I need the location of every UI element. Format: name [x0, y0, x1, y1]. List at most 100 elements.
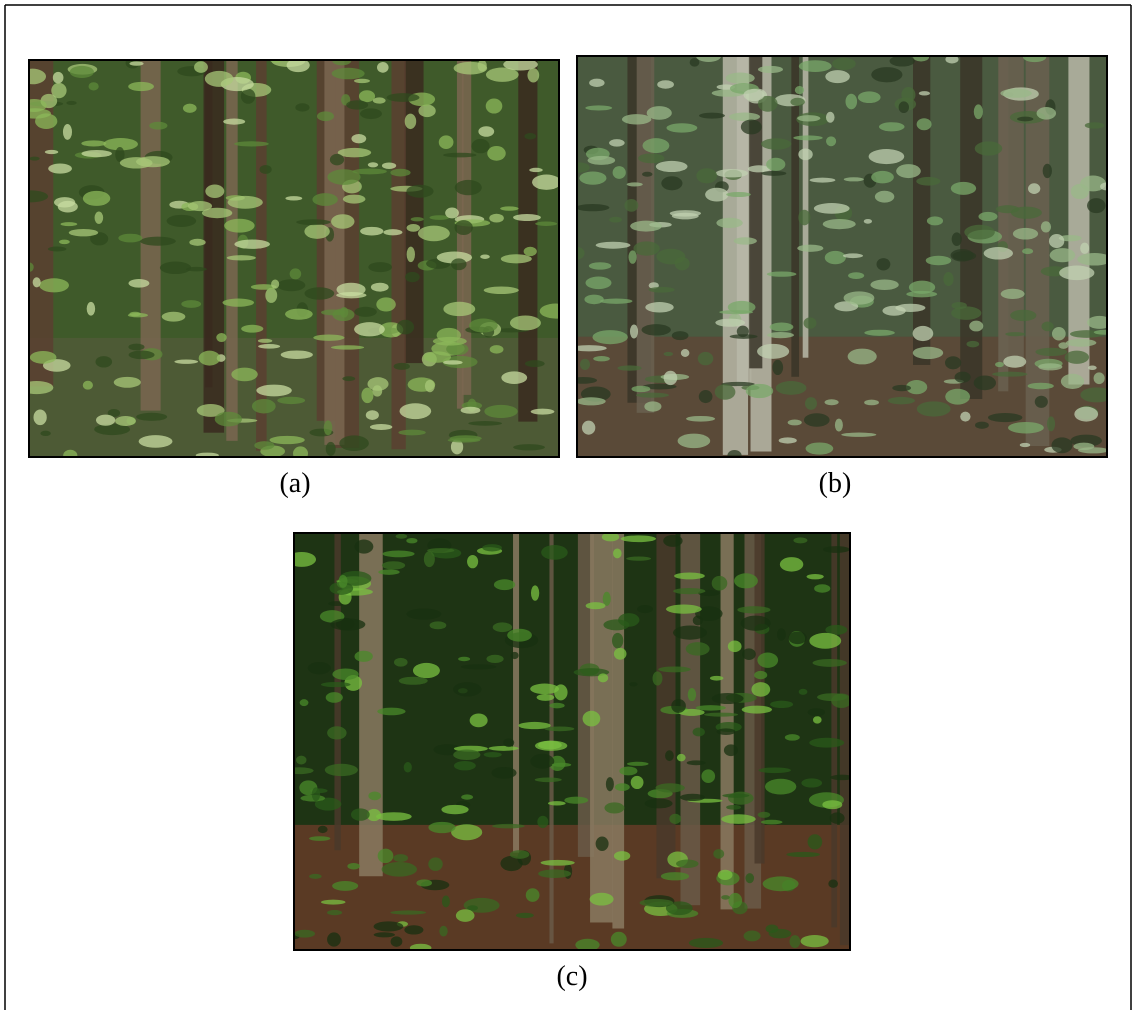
leaf: [286, 60, 310, 73]
leaf: [503, 60, 538, 71]
leaf: [801, 778, 823, 788]
leaf: [973, 104, 983, 120]
leaf: [460, 406, 481, 414]
leaf: [805, 442, 834, 455]
leaf: [360, 226, 384, 236]
leaf: [241, 324, 264, 333]
leaf: [716, 728, 736, 735]
leaf: [1088, 365, 1097, 370]
leaf: [427, 548, 455, 553]
leaf: [307, 661, 331, 675]
leaf: [1100, 182, 1107, 191]
leaf: [446, 342, 469, 356]
leaf: [644, 798, 673, 809]
leaf: [530, 753, 555, 769]
leaf: [483, 751, 502, 758]
leaf: [639, 898, 674, 907]
leaf: [758, 767, 791, 774]
leaf: [705, 187, 729, 202]
leaf: [115, 147, 125, 163]
leaf: [196, 403, 225, 417]
leaf: [336, 292, 367, 299]
leaf: [757, 65, 784, 74]
leaf: [761, 138, 792, 150]
leaf: [757, 652, 779, 668]
leaf: [182, 103, 197, 113]
leaf: [454, 220, 473, 236]
leaf: [418, 104, 436, 118]
leaf: [626, 556, 652, 561]
leaf: [383, 229, 403, 236]
leaf: [294, 767, 314, 775]
leaf: [950, 181, 977, 195]
leaf: [645, 302, 674, 313]
leaf: [1022, 56, 1047, 63]
leaf: [609, 139, 625, 147]
leaf: [1041, 321, 1054, 332]
leaf: [577, 376, 598, 384]
leaf: [544, 726, 575, 732]
leaf: [754, 670, 768, 680]
leaf: [660, 872, 690, 881]
leaf: [685, 642, 710, 656]
leaf: [809, 737, 845, 748]
leaf: [353, 78, 370, 84]
leaf: [368, 262, 393, 273]
leaf: [648, 282, 659, 289]
leaf: [289, 268, 302, 280]
leaf: [539, 303, 559, 319]
leaf: [95, 414, 116, 426]
leaf: [351, 133, 367, 144]
leaf: [868, 149, 905, 165]
leaf: [94, 211, 104, 224]
leaf: [624, 199, 639, 212]
leaf: [1049, 248, 1076, 263]
tree-trunk: [754, 533, 765, 864]
leaf: [800, 934, 829, 948]
leaf: [128, 278, 150, 288]
leaf: [966, 340, 980, 348]
leaf: [1077, 253, 1107, 266]
leaf: [689, 57, 700, 67]
leaf: [676, 859, 699, 868]
leaf: [376, 297, 396, 312]
leaf: [480, 254, 490, 259]
leaf: [1080, 242, 1090, 254]
leaf: [964, 224, 995, 240]
leaf: [118, 233, 143, 243]
leaf: [585, 105, 613, 111]
leaf: [834, 418, 843, 432]
leaf: [535, 221, 558, 226]
leaf: [619, 766, 638, 776]
leaf: [417, 225, 450, 242]
leaf: [726, 804, 742, 810]
leaf: [359, 108, 382, 120]
leaf: [484, 404, 518, 418]
leaf: [703, 712, 739, 717]
leaf: [128, 81, 154, 92]
leaf: [812, 716, 822, 724]
leaf: [871, 67, 903, 83]
leaf: [58, 239, 70, 245]
tree-trunk: [359, 533, 383, 877]
leaf: [807, 834, 823, 850]
leaf: [776, 628, 786, 641]
leaf: [29, 108, 51, 119]
photo-border: [576, 55, 1108, 458]
leaf: [381, 561, 406, 570]
tree-trunk: [791, 56, 800, 377]
leaf: [626, 761, 649, 766]
leaf: [798, 688, 808, 695]
leaf: [410, 217, 424, 222]
panel-label: (a): [279, 468, 310, 499]
leaf: [715, 318, 746, 327]
leaf: [491, 766, 517, 779]
leaf: [187, 201, 213, 212]
leaf: [803, 317, 817, 329]
leaf: [294, 551, 317, 567]
leaf: [277, 396, 306, 405]
leaf: [527, 68, 540, 83]
leaf: [461, 794, 474, 800]
leaf: [798, 60, 832, 72]
leaf: [579, 171, 607, 185]
